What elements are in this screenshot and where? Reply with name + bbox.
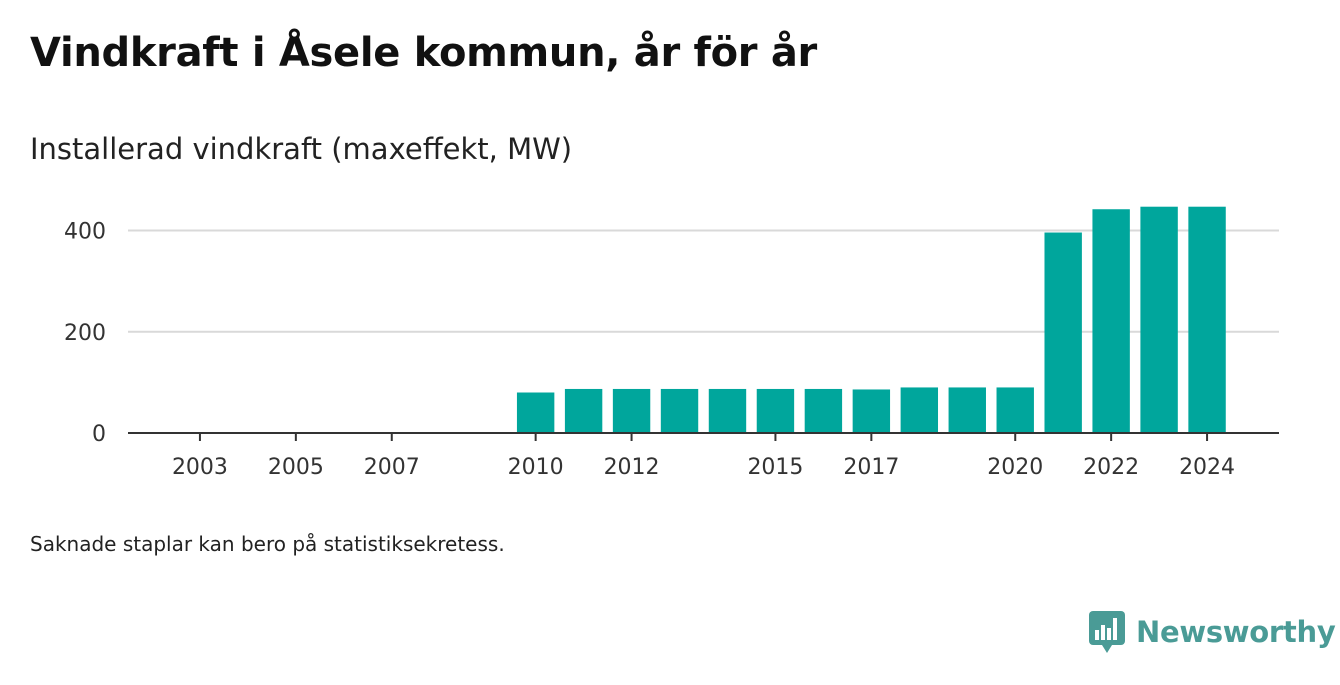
y-tick-label: 0 <box>92 422 106 447</box>
y-tick-label: 200 <box>64 321 106 346</box>
bar-2015 <box>756 388 795 433</box>
y-axis-labels: 0 200 400 <box>64 220 106 448</box>
x-axis-labels: 2003 2005 2007 2010 2012 2015 2017 2020 2022 2024 <box>172 433 1235 480</box>
gridlines <box>128 229 1279 333</box>
bar-2019 <box>948 387 986 433</box>
bar-2022 <box>1092 209 1130 433</box>
bar-2012 <box>612 388 651 433</box>
bar-2014 <box>708 388 747 433</box>
y-tick-label: 400 <box>64 220 106 245</box>
x-tick-label: 2003 <box>172 455 228 480</box>
brand-name: Newsworthy <box>1136 615 1336 649</box>
bar-2018 <box>900 387 939 433</box>
bar-2020 <box>996 387 1034 433</box>
bar-2013 <box>660 388 699 433</box>
x-tick-label: 2020 <box>987 455 1043 480</box>
x-tick-label: 2015 <box>747 455 803 480</box>
chart-title: Vindkraft i Åsele kommun, år för år <box>30 30 817 76</box>
x-tick-label: 2007 <box>364 455 420 480</box>
x-tick-label: 2024 <box>1179 455 1235 480</box>
newsworthy-logo-icon <box>1089 611 1125 653</box>
newsworthy-brand[interactable]: Newsworthy <box>1088 610 1336 654</box>
bar-2010 <box>516 392 555 433</box>
x-tick-label: 2017 <box>843 455 899 480</box>
bar-2021 <box>1044 232 1082 433</box>
bar-2016 <box>804 388 843 433</box>
bar-2011 <box>564 388 603 433</box>
bar-2023 <box>1140 206 1178 433</box>
x-tick-label: 2005 <box>268 455 324 480</box>
x-tick-label: 2010 <box>508 455 564 480</box>
x-tick-label: 2012 <box>604 455 660 480</box>
bars <box>516 206 1226 433</box>
bar-2024 <box>1188 206 1226 433</box>
chart-subtitle: Installerad vindkraft (maxeffekt, MW) <box>30 132 573 166</box>
x-tick-label: 2022 <box>1083 455 1139 480</box>
footnote: Saknade staplar kan bero på statistiksek… <box>30 532 505 556</box>
bar-2017 <box>852 389 891 433</box>
